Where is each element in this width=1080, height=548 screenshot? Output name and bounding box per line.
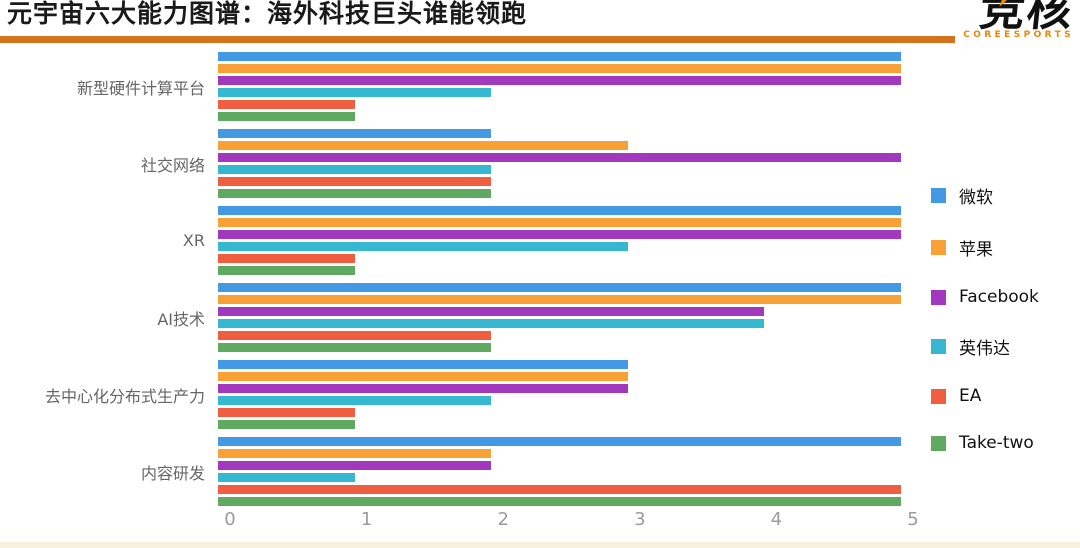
- bar: [218, 283, 901, 292]
- legend-item: 微软: [931, 183, 1039, 208]
- bar: [218, 319, 765, 328]
- category-label: 新型硬件计算平台: [76, 78, 205, 98]
- bar: [218, 254, 355, 263]
- x-tick-label: 0: [224, 509, 236, 530]
- bar: [218, 242, 628, 251]
- lightning-bolt-icon: [997, 0, 1012, 7]
- bar-group: 社交网络: [12, 129, 901, 198]
- legend-label: 英伟达: [959, 339, 1010, 359]
- bar-stack: [218, 437, 901, 506]
- bar-group: 新型硬件计算平台: [12, 52, 901, 121]
- bar: [218, 129, 492, 138]
- bar: [218, 372, 628, 381]
- bar: [218, 437, 901, 446]
- legend-swatch: [931, 289, 946, 305]
- bar-group: XR: [12, 206, 901, 275]
- bar: [218, 485, 901, 494]
- bar: [218, 100, 355, 109]
- x-tick-label: 5: [907, 509, 919, 530]
- x-axis: 0 1 2 3 4 5: [224, 509, 918, 531]
- logo-subtitle: COREESPORTS: [963, 30, 1074, 40]
- bar: [218, 112, 355, 121]
- bar: [218, 177, 492, 186]
- legend-item: Facebook: [931, 287, 1039, 307]
- x-tick-label: 3: [634, 509, 646, 530]
- bar: [218, 408, 355, 417]
- bar-group: 内容研发: [12, 437, 901, 506]
- bar: [218, 473, 355, 482]
- bar: [218, 206, 901, 215]
- bar: [218, 384, 628, 393]
- legend-item: 苹果: [931, 235, 1039, 260]
- bar: [218, 165, 492, 174]
- title-underline: [0, 36, 955, 43]
- legend-label: Facebook: [959, 287, 1039, 307]
- logo-text: 竞核: [977, 0, 1077, 36]
- bar: [218, 230, 901, 239]
- legend-label: Take-two: [959, 433, 1034, 453]
- bar-group: 去中心化分布式生产力: [12, 360, 901, 429]
- category-label: 社交网络: [140, 155, 205, 175]
- bar: [218, 141, 628, 150]
- category-label: AI技术: [157, 309, 205, 329]
- legend-label: 苹果: [959, 240, 993, 260]
- bar-stack: [218, 206, 901, 275]
- category-label: 内容研发: [140, 463, 205, 483]
- bar: [218, 295, 901, 304]
- bar: [218, 497, 901, 506]
- x-tick-label: 2: [497, 509, 509, 530]
- bar: [218, 461, 492, 470]
- bar: [218, 76, 901, 85]
- bar-group: AI技术: [12, 283, 901, 352]
- bar: [218, 360, 628, 369]
- category-label: XR: [182, 231, 205, 250]
- legend-swatch: [931, 188, 946, 203]
- brand-logo: 竞核 COREESPORTS: [963, 0, 1077, 40]
- bar: [218, 189, 492, 198]
- bar: [218, 64, 901, 73]
- legend-label: 微软: [959, 188, 993, 208]
- bar-chart: 新型硬件计算平台社交网络 XR AI技术去中心化分布式生产力内容研发: [12, 52, 901, 506]
- legend-swatch: [931, 339, 946, 354]
- legend-swatch: [931, 388, 946, 404]
- legend-swatch: [931, 240, 946, 255]
- bar: [218, 52, 901, 61]
- legend-swatch: [931, 435, 946, 451]
- page-title: 元宇宙六大能力图谱：海外科技巨头谁能领跑: [7, 0, 528, 28]
- bar: [218, 307, 765, 316]
- header: 元宇宙六大能力图谱：海外科技巨头谁能领跑 竞核 COREESPORTS: [0, 0, 1080, 44]
- bar: [218, 218, 901, 227]
- bar-stack: [218, 360, 901, 429]
- x-tick-label: 1: [360, 509, 373, 530]
- bar: [218, 266, 355, 275]
- category-label: 去中心化分布式生产力: [44, 386, 205, 406]
- bar: [218, 343, 492, 352]
- x-tick-label: 4: [770, 509, 783, 530]
- bar: [218, 331, 492, 340]
- bar: [218, 153, 901, 162]
- bar-stack: [218, 129, 901, 198]
- legend-item: Take-two: [931, 433, 1039, 453]
- bar: [218, 396, 492, 405]
- bar: [218, 88, 492, 97]
- bar-stack: [218, 52, 901, 121]
- legend-item: 英伟达: [931, 334, 1039, 359]
- bar: [218, 449, 492, 458]
- legend: 微软苹果 Facebook 英伟达 EA Take-two: [931, 183, 1039, 453]
- bar: [218, 420, 355, 429]
- legend-label: EA: [959, 386, 982, 406]
- legend-item: EA: [931, 386, 1039, 406]
- bottom-strip: [0, 542, 1080, 548]
- bar-stack: [218, 283, 901, 352]
